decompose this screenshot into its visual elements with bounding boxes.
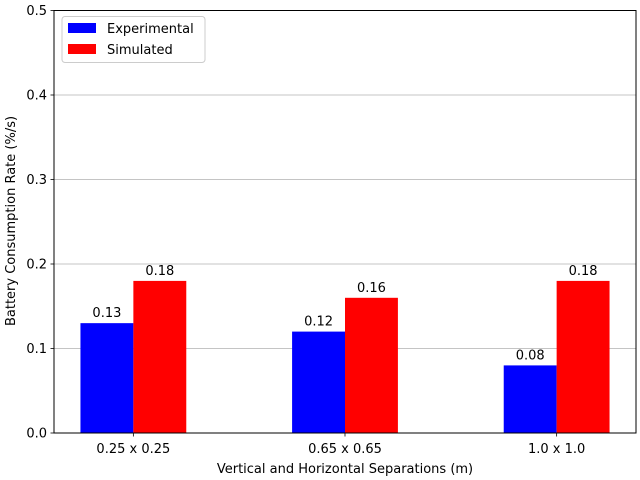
y-tick-label: 0.3	[26, 173, 47, 188]
bar-value-label-simulated: 0.18	[145, 264, 174, 279]
legend-box	[61, 16, 206, 63]
x-tick-label: 0.65 x 0.65	[308, 442, 382, 457]
bar-value-label-simulated: 0.18	[569, 264, 598, 279]
legend: Experimental Simulated	[61, 16, 206, 63]
bar-simulated	[345, 297, 398, 433]
y-tick-label: 0.2	[26, 258, 47, 273]
bar-experimental	[292, 331, 345, 433]
y-tick-label: 0.4	[26, 89, 47, 104]
legend-label-simulated: Simulated	[107, 43, 173, 58]
bar-value-label-experimental: 0.13	[92, 306, 121, 321]
bar-value-label-experimental: 0.08	[516, 348, 545, 363]
x-axis-ticks: 0.25 x 0.25 0.65 x 0.65 1.0 x 1.0	[96, 433, 585, 457]
bar-simulated	[556, 280, 610, 433]
y-tick-label: 0.5	[26, 4, 47, 19]
x-axis-label: Vertical and Horizontal Separations (m)	[217, 462, 473, 477]
bar-experimental	[503, 365, 557, 433]
x-tick-label: 0.25 x 0.25	[96, 442, 170, 457]
bars	[80, 280, 610, 433]
bar-simulated	[133, 280, 187, 433]
bar-experimental	[80, 323, 134, 433]
legend-swatch-simulated	[68, 44, 96, 54]
legend-swatch-experimental	[68, 23, 96, 33]
bar-value-labels: 0.13 0.12 0.08 0.18 0.16 0.18	[92, 264, 597, 364]
y-axis-label: Battery Consumption Rate (%/s)	[4, 116, 19, 326]
bar-value-label-experimental: 0.12	[304, 315, 333, 330]
y-tick-label: 0.1	[26, 342, 47, 357]
x-tick-label: 1.0 x 1.0	[528, 442, 585, 457]
y-tick-label: 0.0	[26, 427, 47, 442]
y-axis-ticks: 0.0 0.1 0.2 0.3 0.4 0.5	[26, 4, 54, 442]
legend-label-experimental: Experimental	[107, 22, 194, 37]
bar-value-label-simulated: 0.16	[357, 281, 386, 296]
